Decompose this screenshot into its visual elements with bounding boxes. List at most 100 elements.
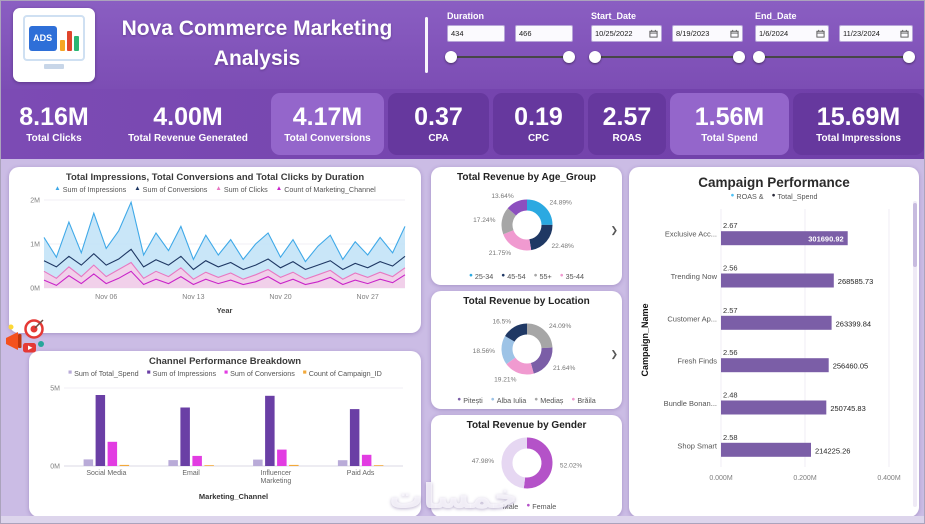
location-donut-chart[interactable]: 24.09% 21.64% 19.21% 18.56% 16.5%	[437, 307, 616, 389]
legend-item[interactable]: ● Brăila	[571, 396, 595, 405]
line-area-chart[interactable]: 0M 1M 2M Nov 06 Nov 13 Nov 20 Nov 27 Year	[17, 194, 413, 328]
legend-label: Male	[502, 502, 519, 511]
chart-legend: ● 25-34 ● 45-54 ● 55+ ● 35-44	[437, 272, 616, 281]
legend-scroll-right-icon[interactable]: ❯	[610, 349, 618, 359]
svg-text:Customer Ap...: Customer Ap...	[667, 314, 717, 323]
svg-text:16.5%: 16.5%	[492, 319, 511, 326]
legend-item[interactable]: ● Male	[497, 502, 519, 511]
start-date-range-slider[interactable]	[589, 51, 745, 64]
legend-label: Count of Campaign_ID	[308, 369, 382, 378]
svg-text:301690.92: 301690.92	[808, 235, 843, 244]
svg-text:Nov 20: Nov 20	[269, 294, 291, 301]
legend-marker-icon: ■	[302, 369, 307, 377]
slider-handle-min[interactable]	[589, 51, 601, 63]
kpi-value: 0.37	[414, 102, 463, 131]
svg-text:263399.84: 263399.84	[836, 319, 871, 328]
end-date-to-input[interactable]: 11/23/2024	[839, 25, 913, 42]
legend-item[interactable]: ▲ Sum of Clicks	[215, 185, 267, 194]
kpi-label: Total Conversions	[284, 133, 371, 145]
campaign-bar-chart[interactable]: 0.000M 0.200M 0.400M Exclusive Acc... 2.67 30…	[635, 201, 912, 501]
scrollbar-thumb[interactable]	[913, 203, 917, 267]
divider	[425, 17, 428, 73]
slider-handle-max[interactable]	[563, 51, 575, 63]
legend-item[interactable]: ▲ Count of Marketing_Channel	[276, 185, 376, 194]
legend-label: Sum of Impressions	[62, 185, 127, 194]
chart-title: Total Revenue by Age_Group	[457, 172, 596, 183]
legend-item[interactable]: ▲ Sum of Impressions	[54, 185, 126, 194]
start-date-from-input[interactable]: 10/25/2022	[591, 25, 662, 42]
legend-item[interactable]: ● 55+	[534, 272, 552, 281]
kpi-total-clicks: 8.16M Total Clicks	[1, 89, 107, 159]
end-date-from-input[interactable]: 1/6/2024	[755, 25, 829, 42]
svg-text:2.56: 2.56	[723, 264, 738, 273]
monitor-stand-icon	[44, 64, 64, 69]
svg-text:18.56%: 18.56%	[473, 348, 496, 355]
legend-item[interactable]: ■ Sum of Impressions	[147, 369, 216, 378]
legend-label: Count of Marketing_Channel	[284, 185, 376, 194]
legend-item[interactable]: ● Pitești	[457, 396, 483, 405]
legend-scroll-right-icon[interactable]: ❯	[610, 225, 618, 235]
kpi-value: 0.19	[514, 102, 563, 131]
age-donut-chart[interactable]: 24.89% 22.48% 21.75% 17.24% 13.64%	[437, 183, 616, 265]
gender-donut-chart[interactable]: 52.02% 47.98%	[437, 431, 616, 495]
duration-min-input[interactable]: 434	[447, 25, 505, 42]
legend-item[interactable]: ● 35-44	[560, 272, 584, 281]
scrollbar[interactable]	[913, 201, 917, 507]
duration-trend-card: Total Impressions, Total Conversions and…	[9, 167, 421, 333]
legend-item[interactable]: ● Total_Spend	[772, 192, 818, 201]
legend-item[interactable]: ▲ Sum of Conversions	[134, 185, 207, 194]
legend-label: Sum of Conversions	[142, 185, 208, 194]
legend-marker-icon: ▲	[275, 185, 283, 193]
legend-item[interactable]: ● ROAS &	[730, 192, 763, 201]
slicer-label: End_Date	[755, 11, 797, 21]
start-date-to-input[interactable]: 8/19/2023	[672, 25, 743, 42]
legend-item[interactable]: ■ Count of Campaign_ID	[303, 369, 382, 378]
end-date-range-slider[interactable]	[753, 51, 915, 64]
legend-label: 55+	[539, 272, 552, 281]
svg-text:19.21%: 19.21%	[494, 377, 517, 384]
monitor-icon: ADS	[23, 15, 85, 61]
svg-text:17.24%: 17.24%	[473, 217, 496, 224]
slider-handle-max[interactable]	[733, 51, 745, 63]
kpi-value: 4.00M	[153, 102, 223, 131]
legend-item[interactable]: ● 45-54	[501, 272, 525, 281]
calendar-icon	[816, 29, 825, 38]
legend-label: Mediaș	[540, 396, 564, 405]
legend-item[interactable]: ■ Sum of Total_Spend	[68, 369, 139, 378]
legend-label: Sum of Clicks	[223, 185, 268, 194]
slider-range	[596, 56, 738, 58]
svg-text:2M: 2M	[30, 198, 40, 205]
svg-text:52.02%: 52.02%	[560, 462, 583, 469]
kpi-label: Total Spend	[701, 133, 758, 145]
legend-item[interactable]: ● 25-34	[469, 272, 493, 281]
svg-text:0.200M: 0.200M	[793, 475, 817, 482]
svg-text:21.75%: 21.75%	[489, 250, 512, 257]
kpi-value: 8.16M	[19, 102, 89, 131]
slider-handle-min[interactable]	[753, 51, 765, 63]
svg-text:22.48%: 22.48%	[551, 243, 574, 250]
duration-max-input[interactable]: 466	[515, 25, 573, 42]
svg-text:24.09%: 24.09%	[549, 323, 572, 330]
legend-item[interactable]: ■ Sum of Conversions	[224, 369, 295, 378]
chart-title: Channel Performance Breakdown	[148, 356, 302, 367]
revenue-by-age-card: Total Revenue by Age_Group 24.89% 22.48% 2…	[431, 167, 622, 285]
slider-handle-max[interactable]	[903, 51, 915, 63]
start-date-slicer: Start_Date 10/25/2022 8/19/2023	[589, 11, 745, 64]
legend-item[interactable]: ● Mediaș	[534, 396, 563, 405]
svg-text:Nov 06: Nov 06	[95, 294, 117, 301]
bar-chart-icon	[60, 26, 80, 51]
legend-item[interactable]: ● Alba Iulia	[491, 396, 527, 405]
svg-text:24.89%: 24.89%	[550, 200, 573, 207]
duration-range-slider[interactable]	[445, 51, 575, 64]
svg-text:Trending Now: Trending Now	[671, 272, 718, 281]
svg-text:0.000M: 0.000M	[709, 475, 733, 482]
svg-text:2.56: 2.56	[723, 348, 738, 357]
legend-marker-icon: ▲	[215, 185, 222, 193]
ads-logo: ADS	[13, 8, 95, 82]
slider-handle-min[interactable]	[445, 51, 457, 63]
calendar-icon	[649, 29, 658, 38]
legend-item[interactable]: ● Female	[526, 502, 556, 511]
grouped-bar-chart[interactable]: 0M 5M Social Media Email Influencer Marketing…	[37, 378, 413, 512]
svg-text:21.64%: 21.64%	[553, 365, 576, 372]
chart-title: Total Impressions, Total Conversions and…	[65, 172, 365, 183]
